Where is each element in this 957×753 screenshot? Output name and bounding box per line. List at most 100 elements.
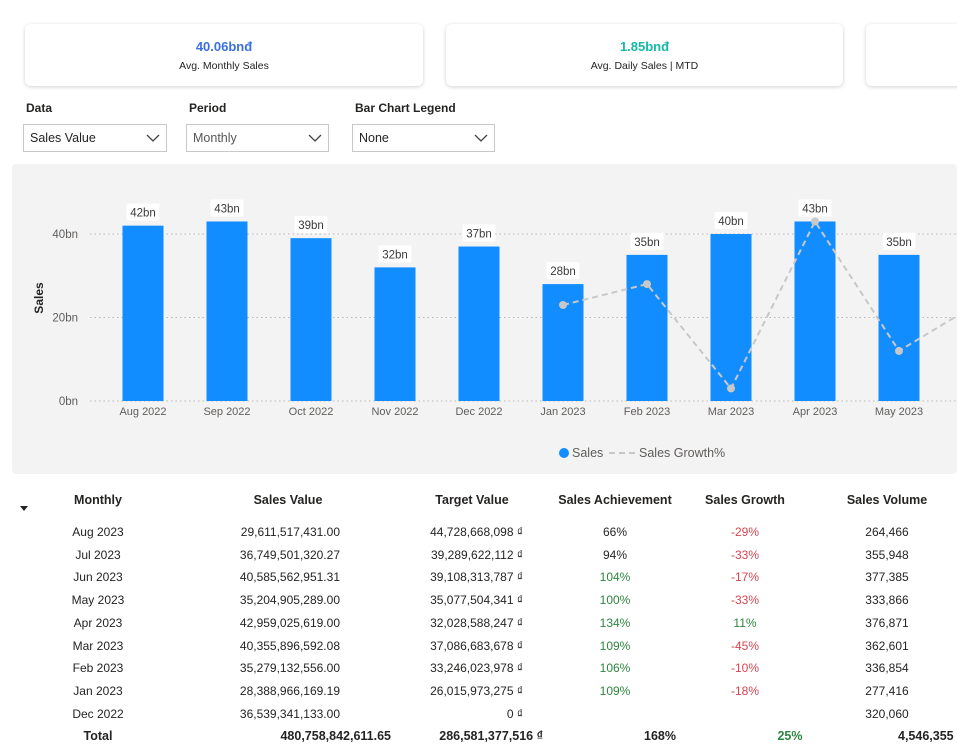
x-tick-label: Feb 2023 bbox=[624, 406, 670, 418]
cell-month: Feb 2023 bbox=[72, 661, 124, 676]
column-header-target-value[interactable]: Target Value bbox=[435, 493, 509, 507]
cell-sales-volume: 333,866 bbox=[865, 593, 909, 608]
y-tick-label: 0bn bbox=[59, 396, 78, 408]
cell-sales-volume: 320,060 bbox=[865, 706, 909, 721]
cell-month: Apr 2023 bbox=[73, 615, 123, 630]
table-row[interactable]: Mar 2023 40,355,896,592.08 37,086,683,678 … bbox=[0, 635, 957, 657]
cell-sales-achievement: 106% bbox=[599, 661, 631, 676]
data-dropdown[interactable]: Sales Value bbox=[23, 124, 167, 152]
data-label-bg bbox=[294, 216, 328, 234]
kpi-value: 1.85bnđ bbox=[619, 39, 670, 54]
column-header-sales-achievement[interactable]: Sales Achievement bbox=[558, 493, 672, 507]
line-point bbox=[727, 384, 735, 393]
cell-total-target-value: 286,581,377,516 ₫ bbox=[439, 729, 543, 744]
data-label-bg bbox=[798, 199, 832, 217]
cell-sales-achievement: 104% bbox=[599, 570, 631, 585]
data-label: 37bn bbox=[466, 229, 492, 241]
data-label-bg bbox=[210, 199, 244, 217]
cell-sales-achievement: 109% bbox=[599, 683, 631, 698]
table-row[interactable]: Aug 2023 29,611,517,431.00 44,728,668,098 … bbox=[0, 521, 957, 543]
data-label: 32bn bbox=[382, 249, 408, 261]
x-tick-label: Dec 2022 bbox=[455, 406, 502, 418]
cell-sales-value: 28,388,966,169.19 bbox=[239, 683, 340, 698]
data-label: 35bn bbox=[634, 237, 660, 249]
legend-dropdown[interactable]: None bbox=[352, 124, 495, 152]
bar bbox=[122, 225, 164, 401]
sales-chart-panel: 0bn 20bn 40bn Sales 42bn Aug 2022 43bn Sep 2022… bbox=[12, 164, 957, 474]
slicer-data: Data Sales Value bbox=[23, 101, 167, 152]
cell-month: Jun 2023 bbox=[73, 570, 123, 585]
data-label-bg bbox=[378, 245, 412, 263]
cell-target-value: 44,728,668,098 ₫ bbox=[430, 525, 523, 539]
data-label-bg bbox=[714, 212, 748, 229]
column-header-sales-volume[interactable]: Sales Volume bbox=[846, 493, 928, 507]
kpi-card-avg-daily-sales: 1.85bnđ Avg. Daily Sales | MTD bbox=[446, 24, 843, 86]
data-label-bg bbox=[126, 203, 160, 221]
cell-total-growth: 25% bbox=[777, 729, 803, 744]
cell-total-volume: 4,546,355 bbox=[898, 729, 954, 744]
cell-target-value: 26,015,973,275 ₫ bbox=[430, 683, 523, 698]
column-header-sales-value[interactable]: Sales Value bbox=[253, 493, 323, 507]
data-label: 39bn bbox=[298, 220, 324, 232]
cell-sales-achievement: 66% bbox=[602, 525, 628, 539]
legend-label-growth: Sales Growth% bbox=[639, 446, 725, 460]
cell-sales-growth: -33% bbox=[730, 547, 759, 562]
table-row[interactable]: Jul 2023 36,749,501,320.27 39,289,622,112 … bbox=[0, 544, 957, 566]
data-label-bg bbox=[546, 262, 580, 280]
cell-sales-achievement: 134% bbox=[599, 615, 631, 630]
cell-sales-growth: -18% bbox=[730, 683, 759, 698]
slicer-title: Period bbox=[189, 101, 227, 115]
cell-sales-growth: 11% bbox=[733, 615, 757, 630]
cell-month: May 2023 bbox=[71, 593, 125, 608]
data-label: 40bn bbox=[718, 216, 744, 228]
cell-sales-volume: 277,416 bbox=[865, 683, 909, 698]
cell-sales-achievement: 109% bbox=[599, 638, 631, 653]
cell-sales-value: 36,539,341,133.00 bbox=[239, 706, 340, 721]
dropdown-value: None bbox=[359, 131, 389, 145]
period-dropdown[interactable]: Monthly bbox=[186, 124, 329, 152]
cell-sales-value: 42,959,025,619.00 bbox=[239, 615, 340, 630]
table-row[interactable]: May 2023 35,204,905,289.00 35,077,504,341 … bbox=[0, 589, 957, 611]
cell-month: Jul 2023 bbox=[75, 547, 121, 562]
cell-target-value: 33,246,023,978 ₫ bbox=[430, 661, 523, 676]
table-row[interactable]: Jun 2023 40,585,562,951.31 39,108,313,787 … bbox=[0, 566, 957, 588]
bar bbox=[794, 221, 836, 401]
series-line-sales-growth bbox=[562, 219, 957, 391]
bar bbox=[206, 221, 248, 401]
column-header-sales-growth[interactable]: Sales Growth bbox=[705, 493, 785, 507]
slicer-title: Bar Chart Legend bbox=[355, 101, 456, 115]
cell-target-value: 35,077,504,341 ₫ bbox=[430, 593, 523, 608]
x-tick-label: Apr 2023 bbox=[793, 406, 838, 418]
slicer-period: Period Monthly bbox=[186, 101, 329, 152]
cell-sales-growth: -45% bbox=[730, 638, 759, 653]
cell-target-value: 39,289,622,112 ₫ bbox=[430, 547, 523, 562]
x-tick-label: Aug 2022 bbox=[119, 406, 166, 418]
table-row[interactable]: Apr 2023 42,959,025,619.00 32,028,588,247 … bbox=[0, 612, 957, 634]
y-tick-label: 20bn bbox=[52, 313, 78, 325]
kpi-card-avg-monthly-sales: 40.06bnđ Avg. Monthly Sales bbox=[25, 24, 423, 86]
legend-marker-sales bbox=[559, 448, 569, 458]
x-tick-label: Nov 2022 bbox=[371, 406, 418, 418]
cell-sales-growth: -17% bbox=[730, 570, 759, 585]
line-point bbox=[643, 280, 651, 289]
bar bbox=[374, 267, 416, 401]
chevron-down-icon bbox=[146, 134, 160, 142]
table-row[interactable]: Jan 2023 28,388,966,169.19 26,015,973,275 … bbox=[0, 680, 957, 702]
y-axis-title: Sales bbox=[32, 282, 46, 314]
chevron-down-icon bbox=[308, 134, 322, 142]
cell-total-label: Total bbox=[83, 729, 113, 744]
x-tick-label: May 2023 bbox=[875, 406, 923, 418]
column-header-monthly[interactable]: Monthly bbox=[74, 493, 122, 507]
line-point bbox=[895, 346, 903, 355]
cell-target-value: 37,086,683,678 ₫ bbox=[430, 638, 523, 653]
kpi-card-partial bbox=[866, 24, 957, 86]
sort-descending-icon[interactable] bbox=[20, 506, 28, 511]
table-row[interactable]: Feb 2023 35,279,132,556.00 33,246,023,978 … bbox=[0, 657, 957, 679]
cell-sales-volume: 355,948 bbox=[865, 547, 909, 562]
bar bbox=[710, 234, 752, 401]
cell-target-value: 39,108,313,787 ₫ bbox=[430, 570, 523, 585]
table-row[interactable]: Dec 2022 36,539,341,133.00 0 ₫ 320,060 bbox=[0, 703, 957, 725]
kpi-label: Avg. Monthly Sales bbox=[179, 60, 269, 72]
data-label: 28bn bbox=[550, 266, 576, 278]
cell-sales-growth: -33% bbox=[730, 593, 759, 608]
